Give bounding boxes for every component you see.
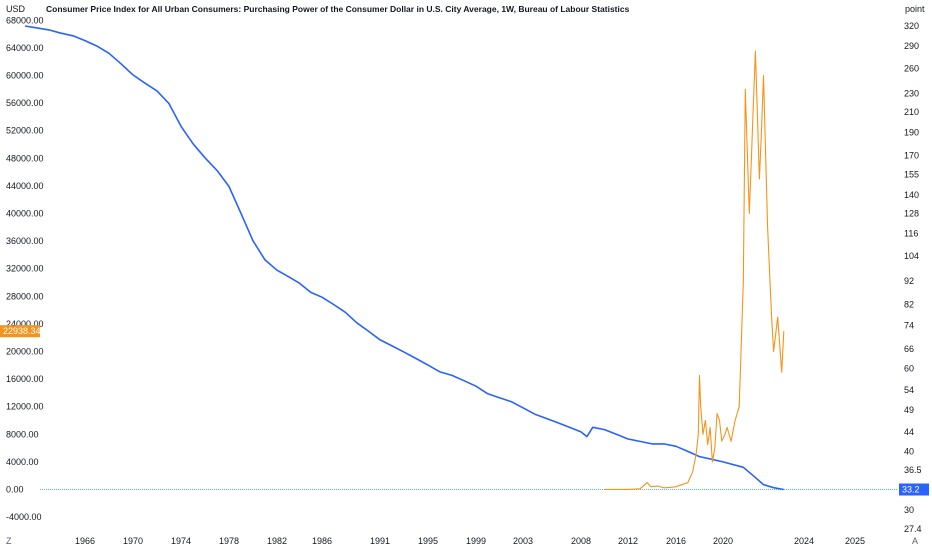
left-tick-label: 44000.00 [6, 181, 44, 191]
right-tick-label: 30 [904, 505, 914, 515]
right-tick-label: 155 [904, 169, 919, 179]
scale-toggle-a[interactable]: A [912, 536, 918, 546]
left-tick-label: 36000.00 [6, 236, 44, 246]
x-tick-label: 1995 [418, 536, 438, 546]
right-tick-label: 290 [904, 41, 919, 51]
left-tick-label: 24000.00 [6, 319, 44, 329]
last-value-badge-1 [0, 325, 40, 338]
x-tick-label: 2024 [794, 536, 814, 546]
x-tick-label: 2012 [618, 536, 638, 546]
x-tick-label: 1966 [75, 536, 95, 546]
right-tick-label: 230 [904, 89, 919, 99]
right-tick-label: 40 [904, 446, 914, 456]
left-tick-label: 0.00 [6, 485, 24, 495]
last-value-label-1: 22938.34 [3, 326, 41, 336]
left-tick-label: 48000.00 [6, 153, 44, 163]
left-tick-label: 68000.00 [6, 15, 44, 25]
left-tick-label: 56000.00 [6, 98, 44, 108]
left-axis-unit: USD [6, 4, 26, 14]
right-tick-label: 140 [904, 190, 919, 200]
last-value-badge-0 [899, 483, 929, 496]
scale-toggle-z[interactable]: Z [6, 536, 12, 546]
left-tick-label: 16000.00 [6, 374, 44, 384]
x-tick-label: 1986 [312, 536, 332, 546]
series-line-0 [24, 25, 784, 491]
left-tick-label: 12000.00 [6, 402, 44, 412]
left-tick-label: 28000.00 [6, 291, 44, 301]
value-badges: 33.2 22938.34 [0, 325, 929, 496]
x-tick-label: 1982 [267, 536, 287, 546]
right-tick-label: 170 [904, 150, 919, 160]
x-tick-label: 2020 [713, 536, 733, 546]
right-tick-label: 54 [904, 385, 914, 395]
x-tick-label: 1974 [171, 536, 191, 546]
right-tick-label: 60 [904, 363, 914, 373]
right-tick-label: 74 [904, 321, 914, 331]
left-axis: -4000.00 0.00 4000.00 8000.00 12000.00 16000.… [6, 15, 44, 522]
series-line-1 [604, 50, 785, 491]
x-tick-label: 1978 [219, 536, 239, 546]
right-tick-label: 128 [904, 208, 919, 218]
right-tick-label: 66 [904, 344, 914, 354]
left-tick-label: 60000.00 [6, 71, 44, 81]
x-axis: 1966 1970 1974 1978 1982 1986 1991 1995 1999 2003… [75, 536, 865, 546]
x-tick-label: 2008 [571, 536, 591, 546]
right-tick-label: 116 [904, 229, 918, 239]
right-axis-unit: point [905, 4, 925, 14]
right-tick-label: 49 [904, 405, 914, 415]
right-tick-label: 36.5 [904, 465, 922, 475]
left-tick-label: -4000.00 [6, 512, 42, 522]
left-tick-label: 64000.00 [6, 43, 44, 53]
left-tick-label: 32000.00 [6, 264, 44, 274]
x-tick-label: 1970 [123, 536, 143, 546]
plot-area [24, 25, 898, 491]
left-tick-label: 8000.00 [6, 429, 39, 439]
right-tick-label: 320 [904, 21, 919, 31]
right-tick-label: 44 [904, 427, 914, 437]
right-tick-label: 104 [904, 251, 919, 261]
left-tick-label: 52000.00 [6, 126, 44, 136]
x-tick-label: 1991 [370, 536, 390, 546]
right-tick-label: 210 [904, 107, 919, 117]
left-tick-label: 40000.00 [6, 209, 44, 219]
left-tick-label: 20000.00 [6, 347, 44, 357]
right-tick-label: 92 [904, 276, 914, 286]
right-tick-label: 82 [904, 300, 914, 310]
x-tick-label: 2003 [513, 536, 533, 546]
left-tick-label: 4000.00 [6, 457, 39, 467]
right-tick-label: 190 [904, 128, 919, 138]
chart-title: Consumer Price Index for All Urban Consu… [46, 4, 630, 14]
x-tick-label: 2025 [845, 536, 865, 546]
x-tick-label: 1999 [466, 536, 486, 546]
x-tick-label: 2016 [666, 536, 686, 546]
last-value-label-0: 33.2 [902, 485, 920, 495]
right-tick-label: 27.4 [904, 524, 922, 534]
right-tick-label: 260 [904, 64, 919, 74]
